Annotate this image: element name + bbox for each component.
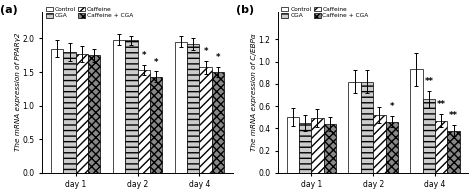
Text: **: ** xyxy=(449,111,458,120)
Bar xyxy=(150,77,162,173)
Bar xyxy=(299,123,311,173)
Text: (b): (b) xyxy=(236,5,254,15)
Bar xyxy=(373,115,385,173)
Y-axis label: The mRNA expression of C/EBPα: The mRNA expression of C/EBPα xyxy=(251,33,257,151)
Legend: Control, CGA, Caffeine, Caffeine + CGA: Control, CGA, Caffeine, Caffeine + CGA xyxy=(281,6,369,19)
Bar xyxy=(113,40,125,173)
Bar xyxy=(435,121,447,173)
Bar xyxy=(311,118,324,173)
Text: (a): (a) xyxy=(0,5,18,15)
Text: *: * xyxy=(216,53,220,62)
Legend: Control, CGA, Caffeine, Caffeine + CGA: Control, CGA, Caffeine, Caffeine + CGA xyxy=(45,6,134,19)
Bar xyxy=(175,42,187,173)
Bar xyxy=(76,54,88,173)
Bar xyxy=(137,70,150,173)
Bar xyxy=(447,130,460,173)
Bar xyxy=(324,124,336,173)
Bar xyxy=(287,117,299,173)
Bar xyxy=(88,55,100,173)
Text: *: * xyxy=(154,58,158,66)
Text: **: ** xyxy=(424,77,433,86)
Text: *: * xyxy=(142,51,146,60)
Bar xyxy=(348,82,361,173)
Bar xyxy=(200,67,212,173)
Bar xyxy=(212,72,224,173)
Text: *: * xyxy=(203,47,208,56)
Text: **: ** xyxy=(437,100,446,109)
Bar xyxy=(385,122,398,173)
Bar xyxy=(187,44,200,173)
Y-axis label: The mRNA expression of PPARγ2: The mRNA expression of PPARγ2 xyxy=(15,33,21,152)
Bar xyxy=(125,40,137,173)
Bar xyxy=(423,99,435,173)
Text: *: * xyxy=(390,102,394,111)
Bar xyxy=(410,69,423,173)
Bar xyxy=(51,49,64,173)
Bar xyxy=(361,82,373,173)
Bar xyxy=(64,52,76,173)
